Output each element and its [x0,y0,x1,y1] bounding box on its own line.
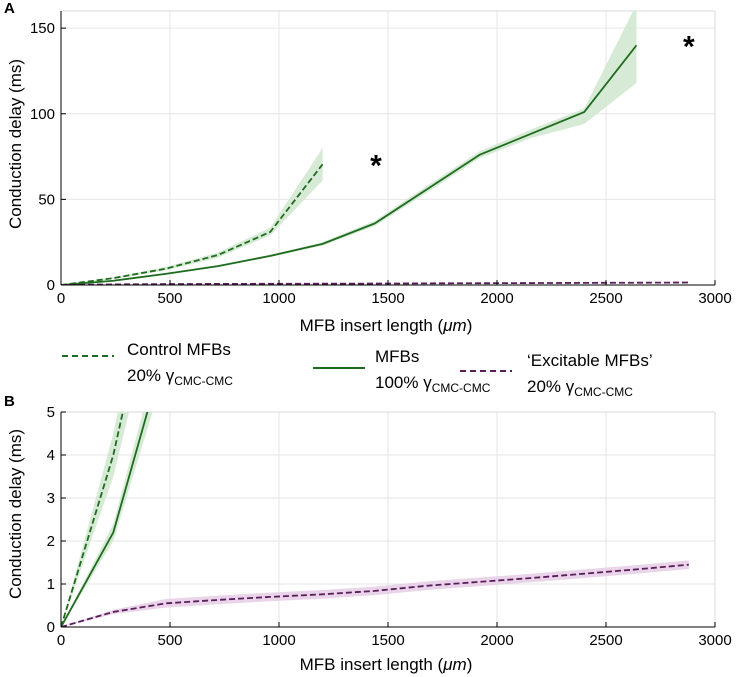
panel-b-xlabel-prefix: MFB insert length ( [300,655,444,674]
plot-area [61,11,689,285]
series-line-2 [61,563,689,627]
x-tick-label: 3000 [698,290,731,307]
legend-label-line2: 100% γCMC-CMC [375,373,491,395]
y-tick-label: 4 [47,447,55,464]
series-line-2 [61,281,689,285]
x-tick-label: 0 [57,290,65,307]
x-tick-label: 2500 [589,290,622,307]
series-band-0 [61,148,323,285]
series-band-1 [61,11,637,285]
y-tick-label: 3 [47,490,55,507]
panel-a-ylabel: Conduction delay (ms) [6,59,25,229]
x-tick-label: 0 [57,632,65,649]
panel-b-xlabel: MFB insert length (μm) [300,655,473,674]
legend-label-line2: 20% γCMC-CMC [527,377,633,399]
panel-a-letter: A [4,0,15,17]
panel-b-chart: 0 500 1000 1500 2000 2500 3000 0 1 2 3 4 5 [47,404,732,649]
x-tick-label: 1500 [371,290,404,307]
panel-a-xlabel-suffix: ) [467,316,473,335]
y-tick-label: 50 [38,191,55,208]
significance-marker: * [683,31,695,64]
x-tick-label: 500 [157,290,182,307]
series-line-0 [61,163,324,285]
y-tick-label: 1 [47,576,55,593]
plot-area [61,412,689,627]
panel-b-xlabel-suffix: ) [467,655,473,674]
y-tick-label: 100 [30,106,55,123]
series-band-1 [61,412,153,627]
legend-label-line1: Control MFBs [127,340,231,359]
legend-item-mfbs: MFBs 100% γCMC-CMC [313,347,491,395]
panel-b-letter: B [4,393,15,410]
panel-a-chart: * * 0 500 1000 1500 2000 2500 3000 0 50 100 150 [30,10,732,307]
legend: Control MFBs 20% γCMC-CMC MFBs 100% γCMC… [62,340,653,399]
y-tick-label: 5 [47,404,55,421]
series-band-0 [61,412,130,627]
legend-label-line1: ‘Excitable MFBs’ [527,351,653,370]
y-tick-label: 0 [47,619,55,636]
series-line-1 [61,412,149,627]
legend-label-line2: 20% γCMC-CMC [127,366,233,388]
x-tick-label: 500 [157,632,182,649]
panel-a-xlabel-prefix: MFB insert length ( [300,316,444,335]
legend-label-line1: MFBs [375,347,419,366]
legend-item-excitable-mfbs: ‘Excitable MFBs’ 20% γCMC-CMC [460,351,653,399]
x-tick-label: 2000 [480,290,513,307]
series-line-1 [61,44,638,285]
x-tick-label: 1500 [371,632,404,649]
panel-b-xlabel-unit: μm [442,655,466,674]
panel-a-xlabel: MFB insert length (μm) [300,316,473,335]
x-tick-label: 2000 [480,632,513,649]
y-tick-label: 0 [47,277,55,294]
y-tick-label: 150 [30,20,55,37]
panel-b-ylabel: Conduction delay (ms) [6,429,25,599]
y-tick-label: 2 [47,533,55,550]
x-tick-label: 2500 [589,632,622,649]
x-tick-label: 3000 [698,632,731,649]
legend-item-control-mfbs: Control MFBs 20% γCMC-CMC [62,340,233,388]
significance-marker: * [370,150,382,183]
x-tick-label: 1000 [262,290,295,307]
x-tick-label: 1000 [262,632,295,649]
panel-a-xlabel-unit: μm [442,316,466,335]
series-band-2 [61,560,689,627]
series-line-0 [61,412,124,627]
